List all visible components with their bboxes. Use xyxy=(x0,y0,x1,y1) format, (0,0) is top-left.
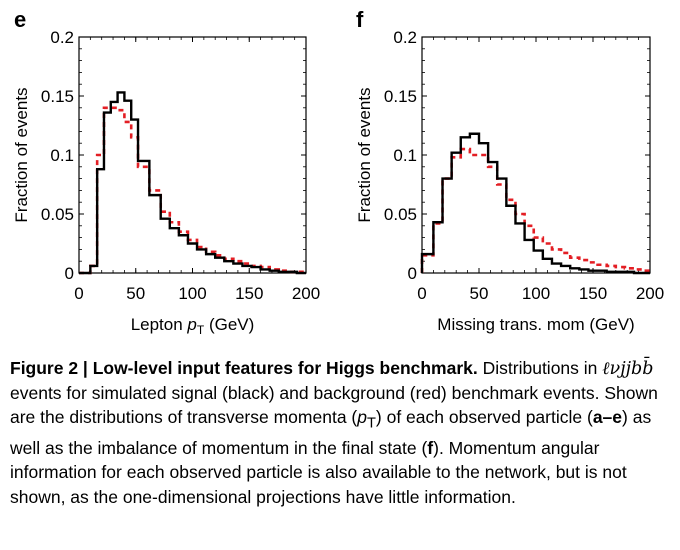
figure-caption: Figure 2 | Low-level input features for … xyxy=(10,356,672,509)
caption-text-1: Distributions in xyxy=(477,358,603,378)
panel-f-series-signal xyxy=(420,132,650,275)
panel-e-chart: 0 50 100 150 200 0 0.05 0.1 0.15 0.2 e Fraction of … xyxy=(12,7,320,337)
panel-f-ytick-label: 0.15 xyxy=(384,87,417,106)
panel-e-ytick-label: 0.2 xyxy=(50,28,74,47)
caption-panel-f: f xyxy=(427,438,434,459)
caption-text-4: ) as well as the imbalance of momentum i… xyxy=(10,407,652,459)
panel-f-letter: f xyxy=(356,7,364,32)
panel-f-xtick-label: 50 xyxy=(470,284,489,303)
panel-f-chart: 0 50 100 150 200 0 0.05 0.1 0.15 0.2 f Fraction of … xyxy=(355,7,664,334)
panel-f-ylabel: Fraction of events xyxy=(355,87,374,222)
panel-e-letter: e xyxy=(14,7,26,32)
panel-f-xtick-label: 0 xyxy=(417,284,426,303)
panel-e-series-background xyxy=(79,106,308,275)
panel-e-ytick-label: 0 xyxy=(65,264,74,283)
panel-e-xlabel: Lepton pT (GeV) xyxy=(131,315,255,337)
caption-text-3: ) of each observed particle ( xyxy=(375,407,593,428)
panel-e-series-signal xyxy=(79,91,306,275)
panel-f-xtick-label: 100 xyxy=(522,284,550,303)
caption-text-2: events for simulated signal (black) and … xyxy=(10,383,658,428)
panel-e-xtick-label: 200 xyxy=(292,284,320,303)
caption-pt-symbol: p xyxy=(357,407,367,428)
panel-f-ytick-label: 0.2 xyxy=(393,28,417,47)
caption-pt-subscript: T xyxy=(366,415,376,432)
panel-f-series-background xyxy=(420,147,652,273)
figure-panels: 0 50 100 150 200 0 0.05 0.1 0.15 0.2 e Fraction of … xyxy=(12,7,664,337)
panel-e-xtick-label: 100 xyxy=(178,284,206,303)
panel-f-xtick-label: 150 xyxy=(579,284,607,303)
panel-f-xtick-label: 200 xyxy=(636,284,664,303)
caption-text-5: ). Momentum angular information for each… xyxy=(10,438,627,507)
caption-panel-range: a–e xyxy=(592,407,623,428)
panel-e-xtick-label: 150 xyxy=(235,284,263,303)
panel-e-ytick-label: 0.1 xyxy=(50,146,74,165)
panel-f-xlabel: Missing trans. mom (GeV) xyxy=(437,315,634,334)
panel-f-ytick-label: 0.05 xyxy=(384,205,417,224)
caption-equation: ℓνjjbb̄ xyxy=(602,359,654,379)
panel-e-ytick-label: 0.05 xyxy=(41,205,74,224)
panel-e-ytick-label: 0.15 xyxy=(41,87,74,106)
panel-e-frame xyxy=(78,36,307,274)
panel-e-xtick-label: 50 xyxy=(126,284,145,303)
panel-e-ylabel: Fraction of events xyxy=(12,87,31,222)
panel-f-ytick-label: 0.1 xyxy=(393,146,417,165)
caption-figure-label: Figure 2 | Low-level input features for … xyxy=(10,358,478,378)
panel-e-xtick-label: 0 xyxy=(74,284,83,303)
panel-f-ytick-label: 0 xyxy=(408,264,417,283)
